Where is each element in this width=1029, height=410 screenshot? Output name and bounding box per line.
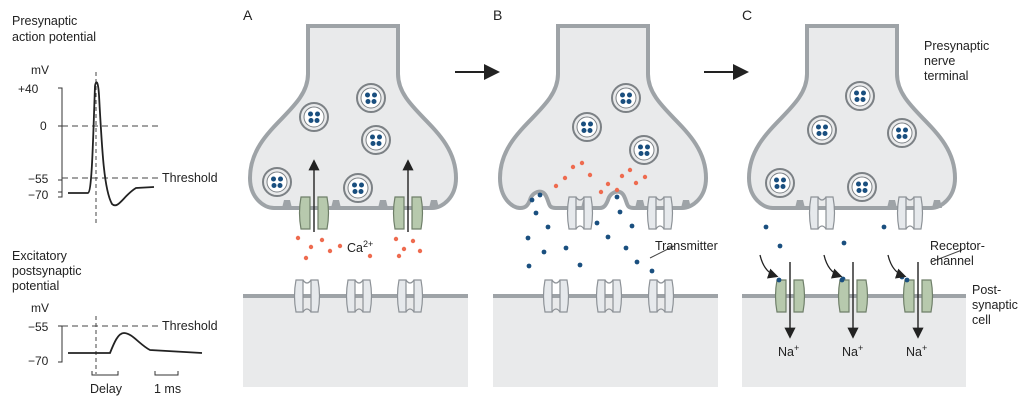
ap-tick-minus55: −55: [28, 172, 49, 186]
postsynaptic-label-line1: Post-: [972, 283, 1001, 297]
epsp-graph: Excitatory postsynaptic potential mV −55…: [12, 249, 218, 396]
postsynaptic-cell-label: Post- synaptic cell: [972, 283, 1018, 327]
presynaptic-label-line3: terminal: [924, 69, 968, 83]
delay-bracket: [91, 371, 119, 376]
ap-tick-minus70: −70: [28, 188, 49, 202]
scale-bar: [154, 371, 179, 376]
postsynaptic-cell-c: [742, 295, 966, 387]
calcium-ions: [553, 160, 648, 195]
calcium-ions: [295, 235, 423, 261]
panel-c: C: [742, 7, 966, 387]
panel-c-label: C: [742, 7, 752, 23]
transmitter-molecules: [525, 192, 655, 274]
panel-b: B: [493, 7, 718, 387]
epsp-title-line3: potential: [12, 279, 59, 293]
binding-arrow: [887, 254, 907, 279]
scale-label: 1 ms: [154, 382, 181, 396]
calcium-label: Ca2+: [347, 239, 373, 255]
panel-a-label: A: [243, 7, 253, 23]
presynaptic-label-line2: nerve: [924, 54, 955, 68]
ap-tick-plus40: +40: [18, 82, 39, 96]
epsp-threshold-label: Threshold: [162, 319, 218, 333]
presynaptic-label-line1: Presynaptic: [924, 39, 989, 53]
epsp-tick-minus70: −70: [28, 354, 49, 368]
action-potential-graph: Presynaptic action potential mV +40 0 −5…: [12, 14, 218, 225]
receptor-label-line2: channel: [930, 254, 974, 268]
delay-label: Delay: [90, 382, 123, 396]
sodium-label: Na+: [778, 343, 799, 359]
receptor-label-line1: Receptor-: [930, 239, 985, 253]
ap-title-line2: action potential: [12, 30, 96, 44]
ap-y-axis: [58, 87, 63, 198]
sodium-label: Na+: [906, 343, 927, 359]
receptor-leader: [930, 249, 963, 263]
panel-b-label: B: [493, 7, 502, 23]
sodium-label: Na+: [842, 343, 863, 359]
postsynaptic-label-line2: synaptic: [972, 298, 1018, 312]
ap-tick-0: 0: [40, 119, 47, 133]
epsp-unit: mV: [31, 301, 49, 315]
bound-transmitter: [776, 277, 910, 283]
ap-unit: mV: [31, 63, 49, 77]
binding-arrow: [823, 254, 843, 279]
presynaptic-terminal-label: Presynaptic nerve terminal: [924, 39, 989, 83]
postsynaptic-label-line3: cell: [972, 313, 991, 327]
ap-threshold-label: Threshold: [162, 171, 218, 185]
ap-trace: [68, 81, 155, 207]
epsp-title-line1: Excitatory: [12, 249, 68, 263]
epsp-y-axis: [58, 325, 63, 363]
receptor-channel-label: Receptor- channel: [930, 239, 985, 268]
transmitter-leader: [649, 245, 675, 259]
panel-a: A Ca2+: [243, 7, 468, 387]
epsp-tick-minus55: −55: [28, 320, 49, 334]
epsp-title-line2: postsynaptic: [12, 264, 81, 278]
epsp-trace: [68, 332, 203, 354]
transmitter-label: Transmitter: [655, 239, 718, 253]
presynaptic-terminal-c: [746, 24, 958, 210]
ap-title-line1: Presynaptic: [12, 14, 77, 28]
binding-arrow: [759, 254, 779, 279]
presynaptic-terminal-b: [497, 24, 709, 211]
